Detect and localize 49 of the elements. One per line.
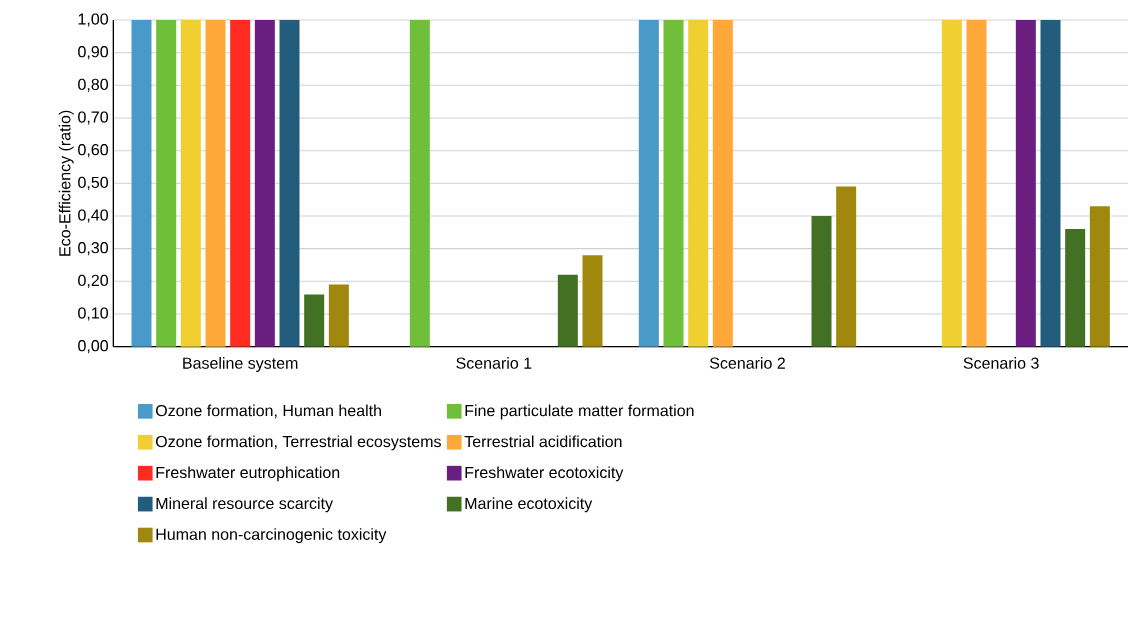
bar: [205, 19, 226, 347]
x-tick-label: Scenario 3: [963, 357, 1039, 369]
legend-label: Fine particulate matter formation: [465, 404, 694, 420]
bar: [557, 274, 578, 347]
x-tick-label: Scenario 1: [456, 357, 532, 369]
legend-label: Human non-carcinogenic toxicity: [156, 528, 387, 544]
y-tick-label: 1,00: [78, 13, 109, 27]
bar: [304, 294, 325, 347]
bar: [131, 19, 152, 347]
y-tick-label: 0,30: [78, 242, 109, 256]
y-tick-label: 0,90: [78, 46, 109, 60]
bar: [663, 19, 684, 347]
y-tick-label: 0,50: [78, 176, 109, 190]
bar: [811, 215, 832, 347]
y-tick-label: 0,40: [78, 209, 109, 223]
y-tick-label: 0,00: [78, 340, 109, 354]
legend-label: Mineral resource scarcity: [156, 497, 333, 513]
x-tick-label: Scenario 2: [709, 357, 785, 369]
bar: [1089, 206, 1110, 347]
bar: [230, 19, 251, 347]
y-tick-label: 0,70: [78, 111, 109, 125]
bar: [1040, 19, 1061, 347]
bar: [688, 19, 709, 347]
x-tick-label: Baseline system: [183, 357, 298, 372]
bar: [156, 19, 177, 347]
legend-label: Terrestrial acidification: [464, 435, 622, 448]
legend-label: Ozone formation, Terrestrial ecosystems: [155, 435, 441, 451]
bar: [712, 19, 733, 347]
bar: [254, 19, 275, 347]
bar: [1015, 19, 1036, 347]
bar: [279, 19, 300, 347]
bar: [328, 284, 349, 347]
bar: [180, 19, 201, 347]
bar: [638, 19, 659, 347]
bar: [836, 186, 857, 347]
legend-label: Marine ecotoxicity: [465, 497, 593, 513]
bar: [941, 19, 962, 347]
y-axis-title: Eco-Efficiency (ratio): [58, 110, 74, 256]
bar: [1065, 229, 1086, 347]
legend-label: Ozone formation, Human health: [155, 404, 381, 419]
y-tick-label: 0,10: [78, 307, 109, 321]
bar: [582, 255, 603, 347]
y-tick-label: 0,20: [78, 274, 109, 288]
legend-label: Freshwater ecotoxicity: [465, 466, 624, 482]
bar: [966, 19, 987, 347]
y-tick-label: 0,60: [78, 144, 109, 158]
legend-label: Freshwater eutrophication: [156, 466, 340, 482]
y-tick-label: 0,80: [78, 78, 109, 92]
bar: [409, 19, 430, 347]
